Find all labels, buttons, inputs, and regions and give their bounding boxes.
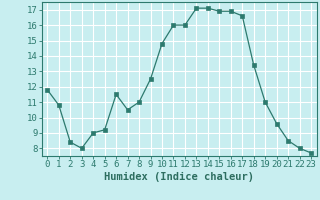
- X-axis label: Humidex (Indice chaleur): Humidex (Indice chaleur): [104, 172, 254, 182]
